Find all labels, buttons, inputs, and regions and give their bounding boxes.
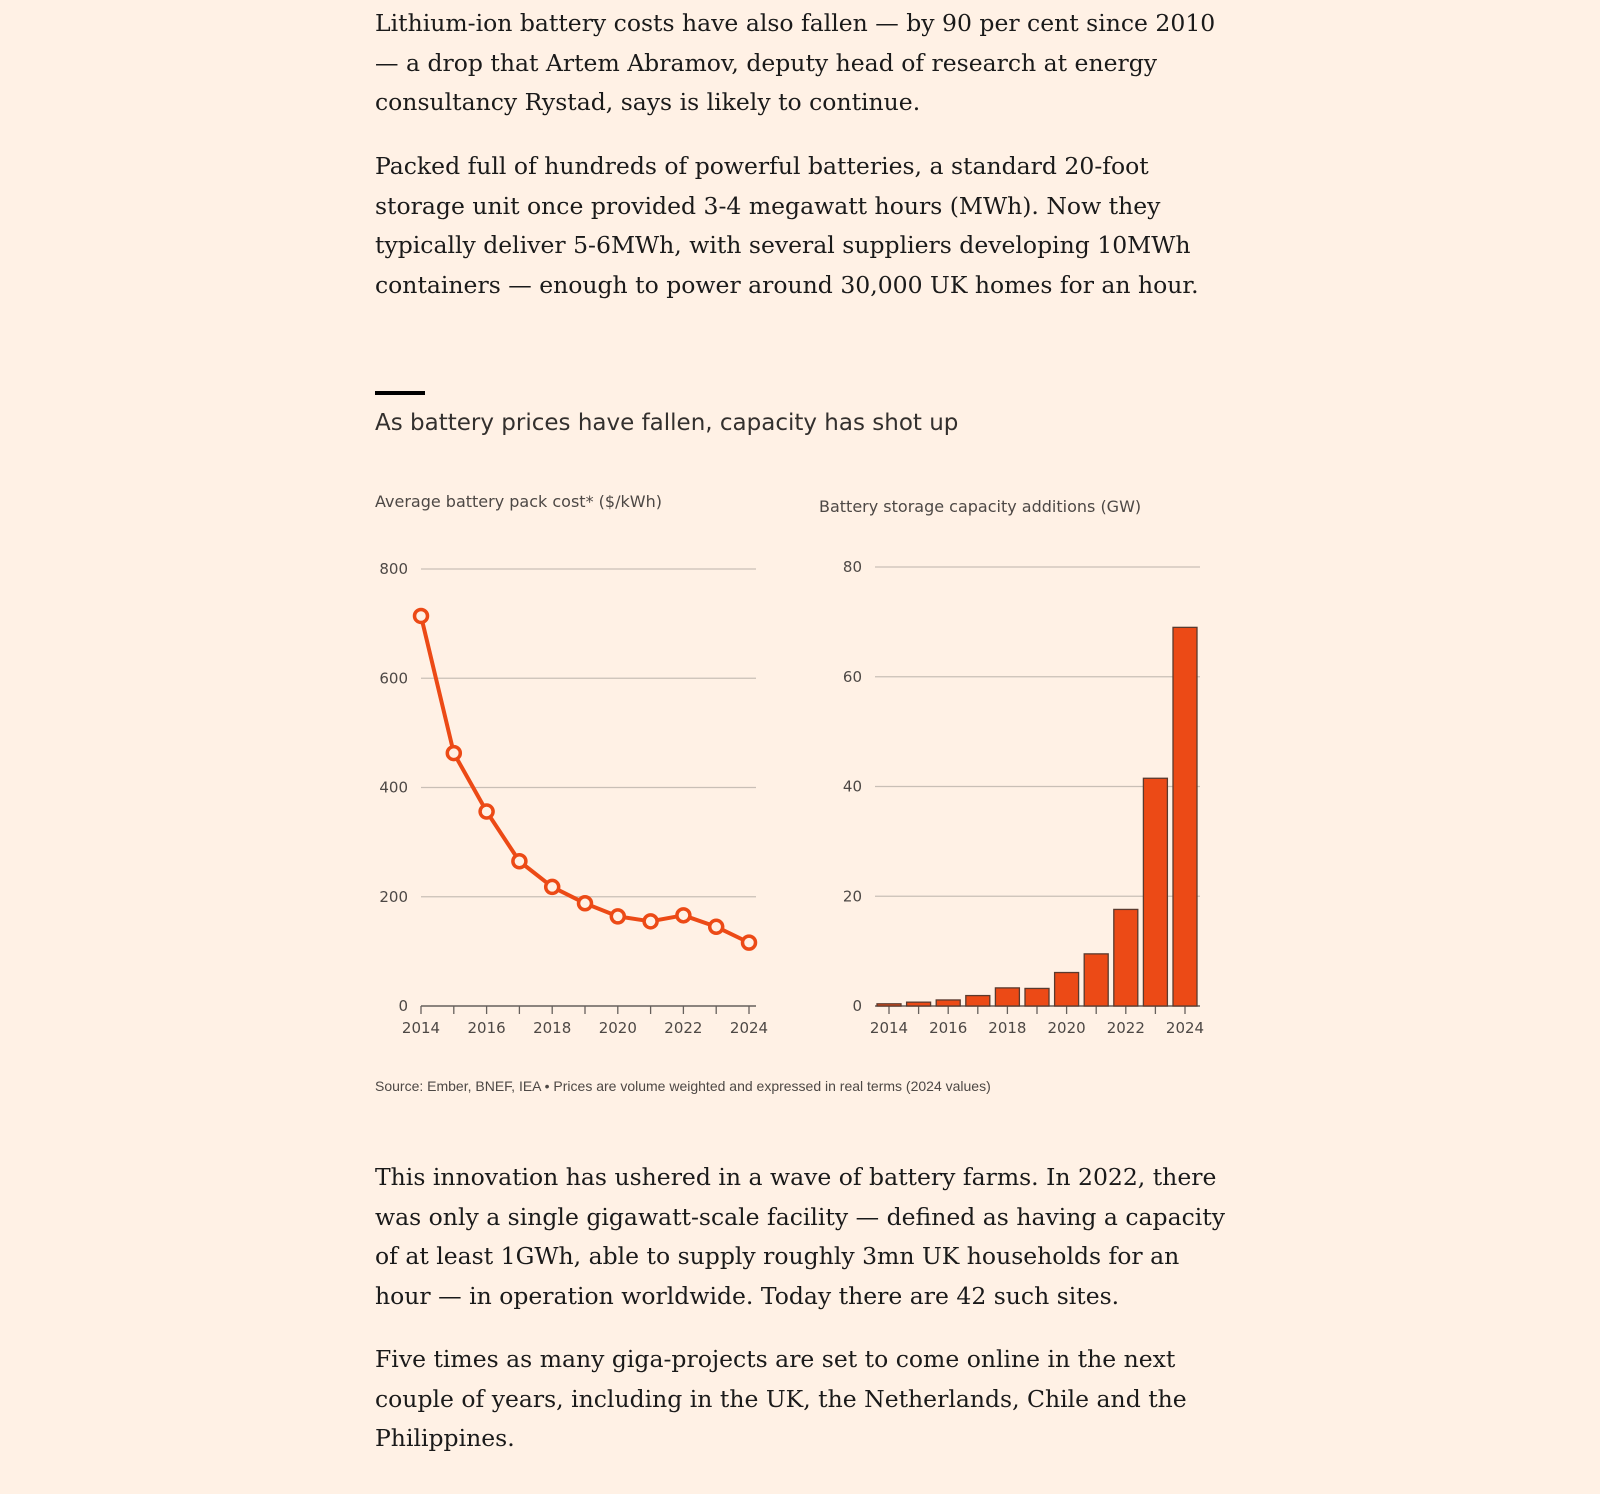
cost-point bbox=[609, 908, 627, 925]
cost-point bbox=[740, 934, 758, 951]
cost-point bbox=[412, 607, 430, 625]
capacity-bar bbox=[1053, 971, 1080, 1007]
capacity-bar bbox=[1024, 987, 1050, 1007]
bar-chart-y-tick-label: 20 bbox=[843, 887, 862, 905]
cost-point bbox=[675, 907, 692, 924]
cost-point bbox=[445, 744, 463, 762]
bar-chart-x-tick-label: 2018 bbox=[988, 1019, 1026, 1037]
cost-line bbox=[419, 615, 750, 945]
capacity-bar bbox=[876, 1003, 902, 1007]
bar-chart-x-tick-label: 2014 bbox=[870, 1019, 908, 1037]
capacity-bar bbox=[994, 987, 1021, 1007]
cost-point bbox=[543, 878, 561, 896]
paragraph-3: This innovation has ushered in a wave of… bbox=[375, 1163, 1226, 1310]
capacity-bar bbox=[1113, 908, 1139, 1007]
figure-title: As battery prices have fallen, capacity … bbox=[375, 410, 959, 436]
cost-point bbox=[642, 913, 659, 930]
paragraph-4: Five times as many giga-projects are set… bbox=[375, 1345, 1187, 1452]
cost-point bbox=[576, 895, 594, 912]
capacity-bar bbox=[905, 1001, 932, 1007]
bar-chart-x-tick-label: 2024 bbox=[1166, 1019, 1204, 1037]
line-chart-y-tick-label: 800 bbox=[379, 560, 408, 578]
capacity-bar bbox=[1142, 777, 1169, 1007]
bar-chart-x-tick-label: 2020 bbox=[1048, 1019, 1086, 1037]
paragraph-1: Lithium-ion battery costs have also fall… bbox=[375, 9, 1216, 116]
line-chart-y-tick-label: 400 bbox=[379, 779, 408, 797]
line-chart-x-tick-label: 2024 bbox=[730, 1019, 768, 1037]
bar-chart-y-tick-label: 40 bbox=[843, 778, 862, 796]
line-chart-y-tick-label: 600 bbox=[379, 669, 408, 687]
cost-point bbox=[707, 918, 725, 936]
cost-point bbox=[511, 852, 528, 870]
bar-chart-title: Battery storage capacity additions (GW) bbox=[819, 497, 1142, 516]
bar-chart-x-tick-label: 2016 bbox=[929, 1019, 967, 1037]
line-chart-x-tick-label: 2020 bbox=[599, 1019, 637, 1037]
figure-source: Source: Ember, BNEF, IEA • Prices are vo… bbox=[375, 1078, 991, 1094]
capacity-bar bbox=[1083, 953, 1109, 1007]
line-chart-x-tick-label: 2022 bbox=[664, 1019, 702, 1037]
capacity-bar bbox=[935, 999, 961, 1007]
capacity-bar bbox=[1172, 626, 1198, 1007]
paragraph-2: Packed full of hundreds of powerful batt… bbox=[375, 152, 1199, 299]
bar-chart-y-tick-label: 60 bbox=[843, 668, 862, 686]
line-chart-x-tick-label: 2014 bbox=[402, 1019, 440, 1037]
figure-rule bbox=[375, 391, 425, 395]
cost-point bbox=[478, 803, 495, 820]
bar-chart-y-tick-label: 80 bbox=[843, 558, 862, 576]
line-chart-title: Average battery pack cost* ($/kWh) bbox=[375, 492, 662, 511]
bar-chart-x-tick-label: 2022 bbox=[1107, 1019, 1145, 1037]
capacity-bar bbox=[965, 994, 991, 1007]
line-chart-x-tick-label: 2016 bbox=[468, 1019, 506, 1037]
line-chart-y-tick-label: 200 bbox=[379, 888, 408, 906]
line-chart-x-tick-label: 2018 bbox=[533, 1019, 571, 1037]
bar-chart-y-tick-label: 0 bbox=[852, 997, 862, 1015]
line-chart-y-tick-label: 0 bbox=[398, 997, 408, 1015]
